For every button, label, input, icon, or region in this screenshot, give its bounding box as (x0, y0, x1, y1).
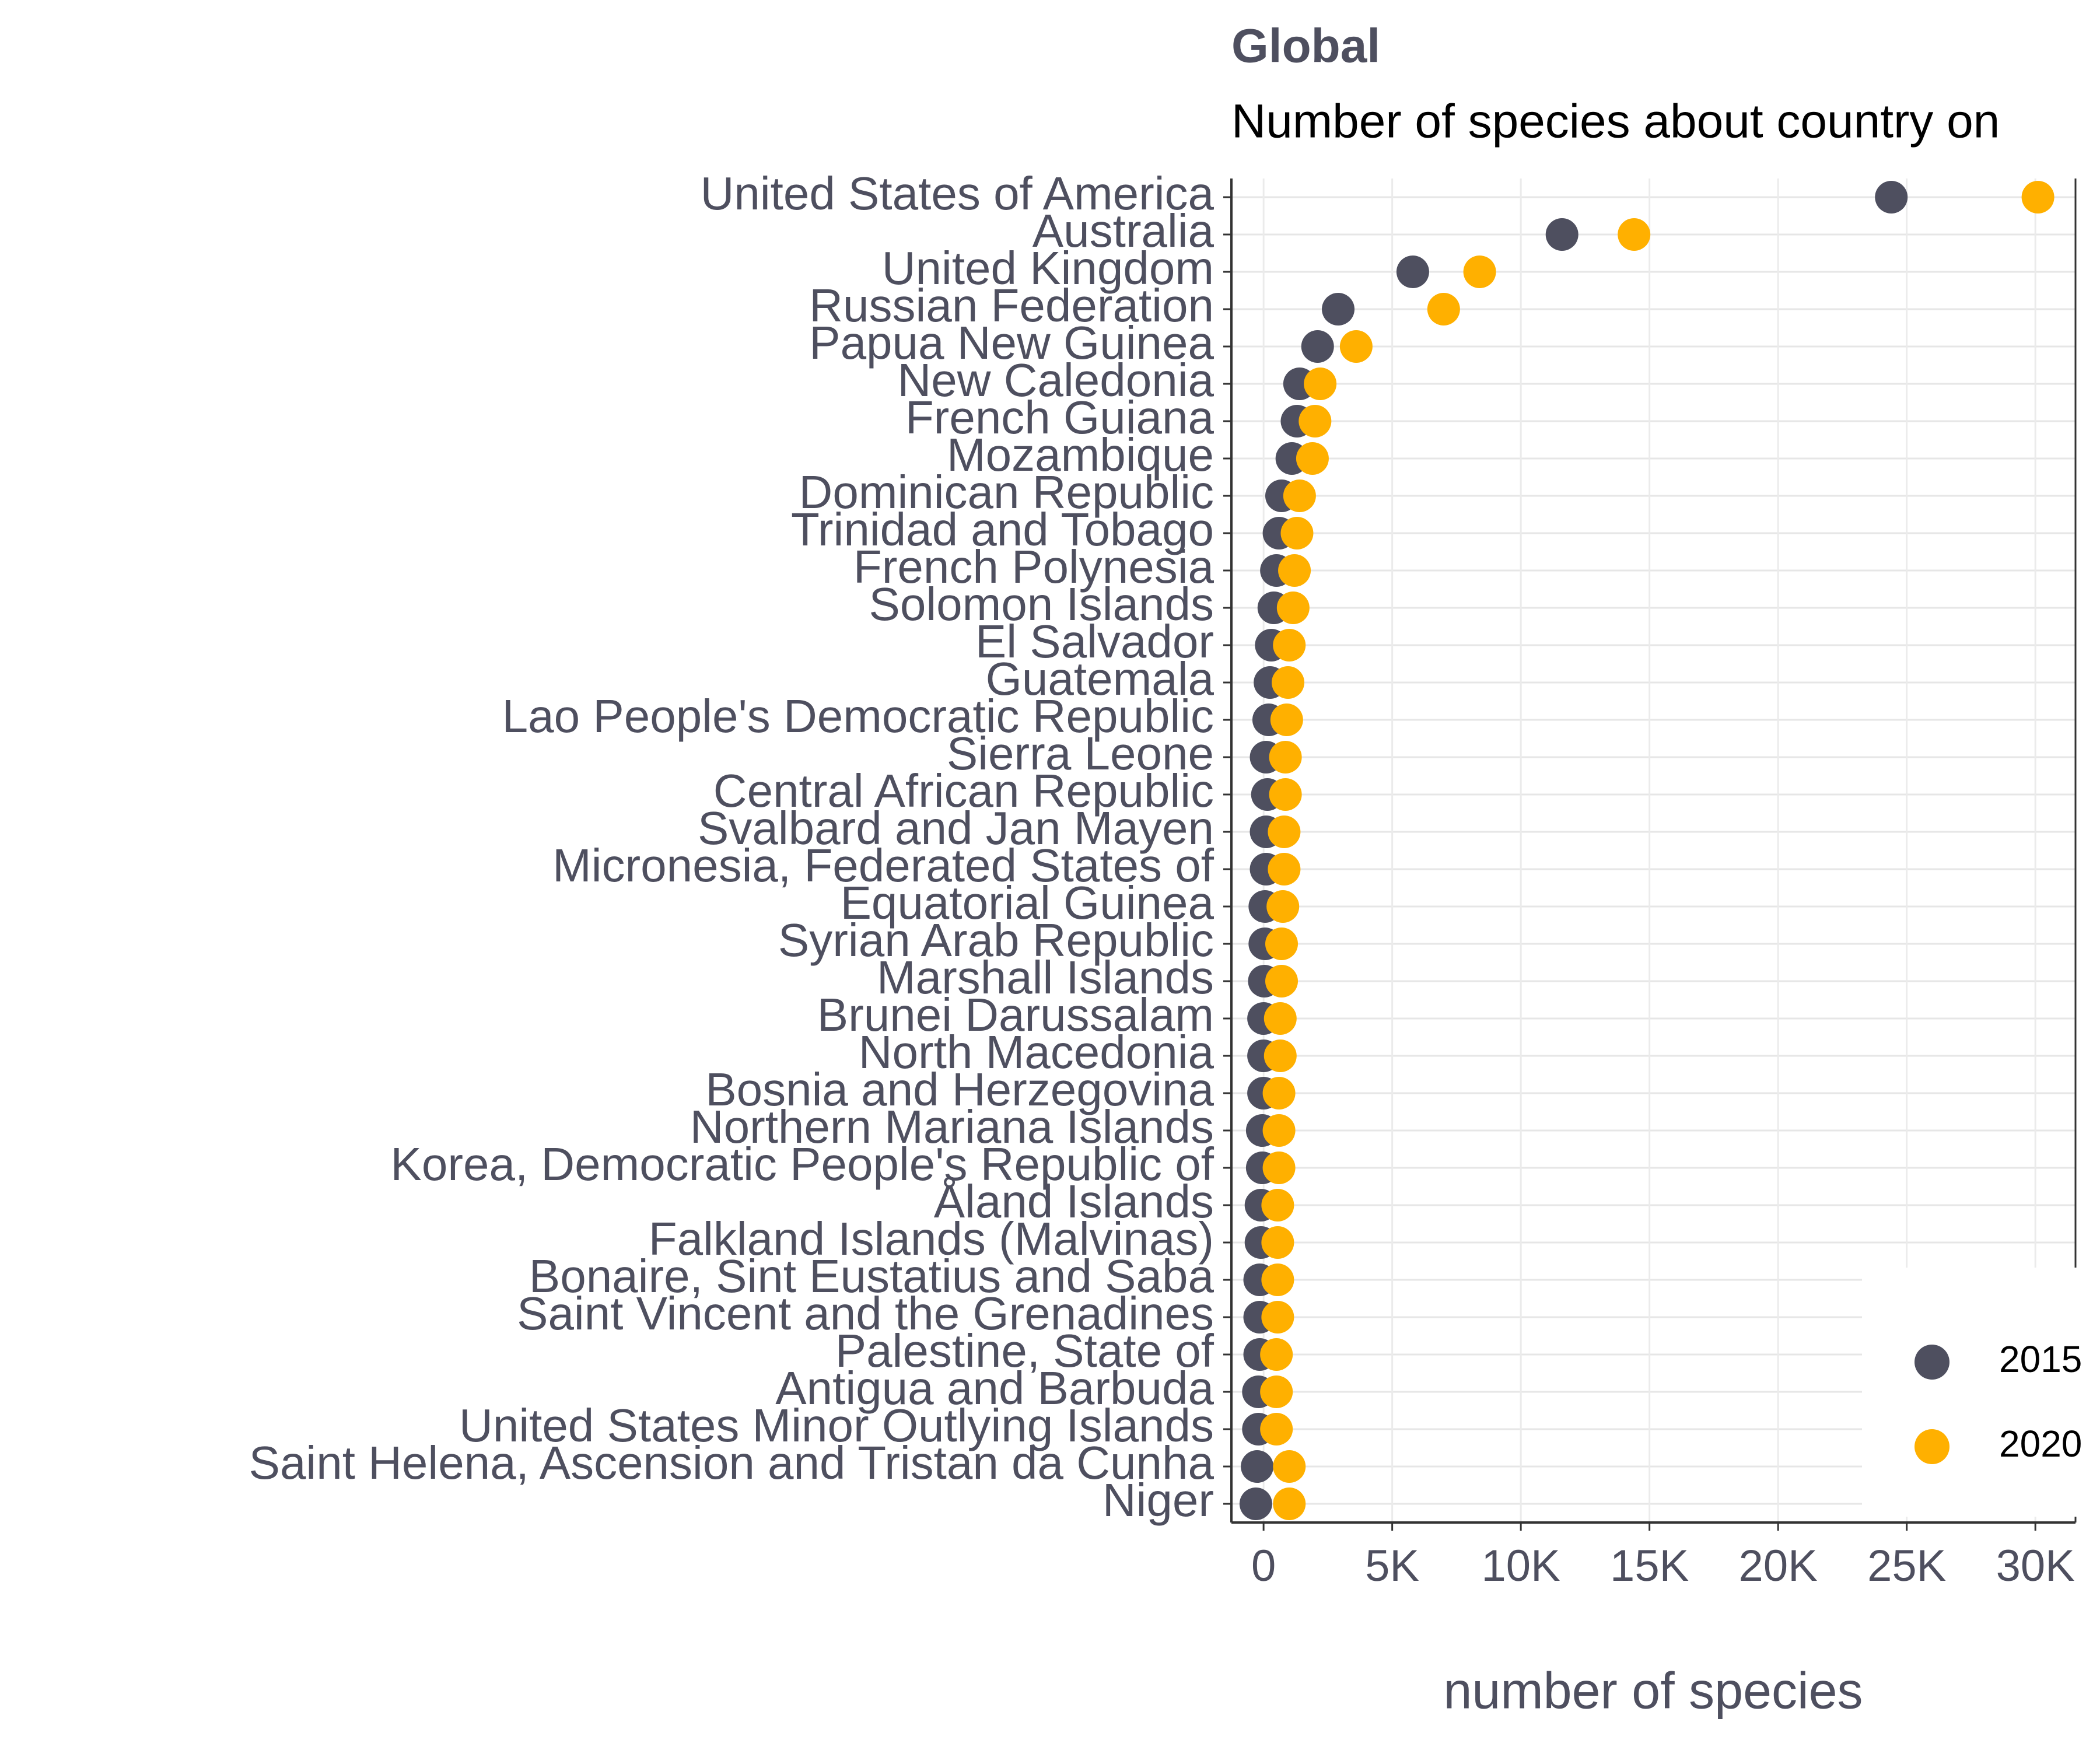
y-tick-label: Åland Islands (934, 1175, 1214, 1227)
y-tick-label: Solomon Islands (869, 578, 1214, 630)
legend-label: 2015 (1999, 1338, 2082, 1380)
dot (1264, 1002, 1297, 1035)
dot (1296, 442, 1329, 475)
dot (1322, 293, 1355, 326)
x-tick-label: 0 (1251, 1541, 1276, 1591)
y-tick-label: Svalbard and Jan Mayen (698, 802, 1214, 854)
y-tick-label: Niger (1102, 1474, 1214, 1526)
dot (1618, 218, 1651, 251)
dot (1427, 293, 1460, 326)
dot (1396, 256, 1429, 288)
y-tick-label: Mozambique (947, 429, 1214, 481)
y-tick-label: Bosnia and Herzegovina (705, 1063, 1214, 1115)
dot (1298, 405, 1332, 438)
y-tick-label: United Kingdom (882, 242, 1214, 294)
dot (1262, 1114, 1296, 1147)
dot (1278, 554, 1311, 587)
x-tick-label: 10K (1482, 1541, 1560, 1591)
dot (1264, 1040, 1297, 1072)
dot (1266, 890, 1300, 923)
y-tick-label: Bonaire, Sint Eustatius and Saba (529, 1250, 1214, 1302)
dot (1265, 928, 1298, 960)
y-tick-label: New Caledonia (897, 354, 1214, 406)
dot (1304, 368, 1337, 400)
y-tick-label: Russian Federation (809, 279, 1214, 331)
y-tick-label: Micronesia, Federated States of (552, 839, 1214, 891)
dot (1545, 218, 1578, 251)
dot (1270, 704, 1303, 736)
x-tick-label: 5K (1365, 1541, 1419, 1591)
dot (1261, 1189, 1294, 1222)
dot (1280, 517, 1314, 550)
x-tick-label: 30K (1996, 1541, 2075, 1591)
dot (1268, 816, 1301, 848)
legend-marker (1915, 1345, 1950, 1380)
dot (1261, 1301, 1294, 1334)
y-tick-label: Syrian Arab Republic (778, 914, 1214, 966)
y-tick-label: Brunei Darussalam (817, 989, 1214, 1041)
dot (1273, 1450, 1306, 1483)
dot (1260, 1413, 1293, 1446)
y-tick-label: Antigua and Barbuda (775, 1362, 1214, 1414)
dot (1260, 1376, 1293, 1408)
y-tick-label: Trinidad and Tobago (791, 503, 1214, 555)
y-tick-label: Equatorial Guinea (841, 877, 1214, 929)
dot (1273, 629, 1306, 662)
dot (1875, 181, 1908, 214)
y-tick-label: Saint Vincent and the Grenadines (517, 1287, 1214, 1339)
y-tick-label: Sierra Leone (947, 727, 1214, 779)
dot (1269, 778, 1302, 811)
dot (1265, 965, 1298, 998)
dot (1260, 1338, 1293, 1371)
chart-subtitle: Number of species about country on (1231, 95, 2000, 148)
y-tick-label: Palestine, State of (835, 1325, 1214, 1377)
dot (1463, 256, 1496, 288)
dot (1339, 330, 1373, 363)
y-tick-label: Lao People's Democratic Republic (502, 690, 1214, 742)
y-tick-label: Northern Mariana Islands (690, 1101, 1214, 1153)
legend-marker (1915, 1429, 1950, 1464)
dot (1272, 666, 1305, 699)
y-tick-label: Korea, Democratic People's Republic of (390, 1138, 1214, 1190)
dot (1262, 1152, 1296, 1184)
y-tick-label: Australia (1032, 205, 1214, 257)
dot (1269, 741, 1302, 774)
dot (1261, 1226, 1294, 1259)
x-axis-title: number of species (1443, 1661, 1863, 1719)
y-tick-label: North Macedonia (859, 1026, 1214, 1078)
dot (1262, 1077, 1296, 1110)
y-tick-label: Dominican Republic (799, 466, 1214, 518)
y-tick-label: Guatemala (986, 653, 1214, 705)
x-tick-label: 15K (1610, 1541, 1689, 1591)
y-tick-label: El Salvador (975, 615, 1214, 667)
y-tick-label: United States Minor Outlying Islands (459, 1399, 1214, 1451)
y-tick-label: Falkland Islands (Malvinas) (649, 1213, 1214, 1265)
chart-title: Global (1231, 20, 1380, 73)
dot (2021, 181, 2054, 214)
y-tick-label: Papua New Guinea (809, 317, 1214, 369)
dot (1276, 592, 1310, 624)
dot (1261, 1264, 1294, 1296)
dot (1239, 1488, 1272, 1520)
legend-background (1862, 1268, 2100, 1517)
dot (1268, 853, 1301, 886)
y-tick-label: Marshall Islands (877, 951, 1214, 1003)
y-tick-label: French Polynesia (853, 541, 1214, 593)
y-tick-label: United States of America (701, 167, 1214, 219)
y-tick-label: Saint Helena, Ascension and Tristan da C… (249, 1437, 1214, 1489)
dot (1301, 330, 1334, 363)
dot (1241, 1450, 1274, 1483)
y-tick-label: Central African Republic (713, 765, 1214, 817)
x-tick-label: 20K (1739, 1541, 1818, 1591)
y-tick-label: French Guiana (905, 391, 1214, 443)
x-tick-label: 25K (1867, 1541, 1946, 1591)
dot (1283, 480, 1316, 512)
dot (1273, 1488, 1306, 1520)
legend-label: 2020 (1999, 1423, 2082, 1465)
